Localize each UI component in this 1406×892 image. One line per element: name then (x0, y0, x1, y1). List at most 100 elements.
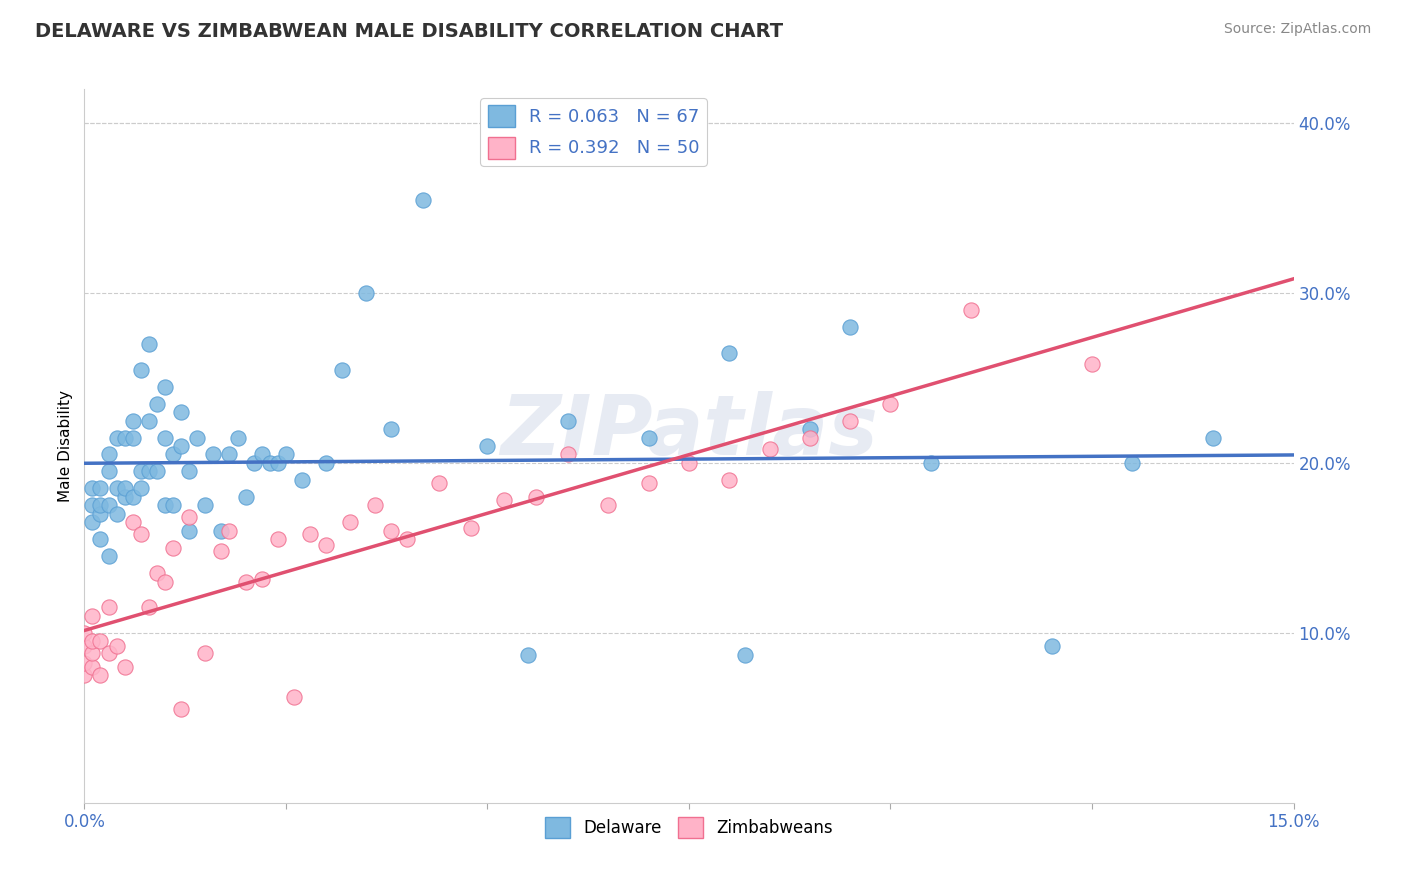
Point (89, 533, 111, 547)
Point (97, 600, 120, 615)
Point (146, 396, 169, 410)
Point (492, 493, 515, 508)
Point (89, 482, 111, 496)
Point (960, 303, 983, 318)
Point (89, 507, 111, 521)
Point (202, 448, 225, 462)
Point (73, 626, 96, 640)
Point (315, 456, 337, 470)
Point (427, 476, 450, 491)
Point (89, 499, 111, 513)
Text: Source: ZipAtlas.com: Source: ZipAtlas.com (1223, 22, 1371, 37)
Point (799, 430, 821, 444)
Point (97, 549, 120, 564)
Point (82, 608, 104, 623)
Point (138, 337, 160, 351)
Point (153, 574, 176, 589)
Point (114, 430, 136, 444)
Point (637, 476, 659, 491)
Point (209, 524, 232, 538)
Point (920, 456, 942, 470)
Point (209, 544, 232, 558)
Point (524, 490, 547, 504)
Point (1202, 430, 1225, 444)
Point (105, 482, 128, 496)
Point (170, 439, 193, 453)
Point (267, 456, 290, 470)
Point (105, 430, 128, 444)
Point (129, 527, 152, 541)
Point (82, 646, 104, 660)
Point (226, 430, 249, 444)
Point (839, 413, 862, 427)
Point (218, 448, 240, 462)
Point (179, 510, 201, 524)
Point (153, 430, 176, 444)
Point (380, 422, 402, 436)
Point (73, 640, 96, 654)
Point (105, 640, 128, 654)
Point (138, 413, 160, 427)
Point (179, 524, 201, 538)
Point (129, 465, 152, 479)
Point (339, 516, 361, 530)
Point (121, 490, 143, 504)
Point (250, 448, 273, 462)
Point (121, 516, 143, 530)
Point (879, 396, 901, 410)
Point (170, 405, 193, 419)
Point (356, 286, 378, 301)
Point (162, 499, 184, 513)
Point (97, 465, 120, 479)
Point (395, 533, 418, 547)
Point (114, 660, 136, 674)
Point (299, 527, 322, 541)
Point (242, 456, 264, 470)
Point (734, 648, 756, 662)
Point (138, 465, 160, 479)
Point (557, 448, 579, 462)
Point (97, 646, 120, 660)
Point (363, 499, 385, 513)
Point (82, 634, 104, 648)
Point (129, 362, 152, 376)
Point (1040, 640, 1063, 654)
Point (82, 499, 104, 513)
Point (138, 600, 160, 615)
Point (89, 668, 111, 682)
Point (460, 520, 482, 534)
Point (250, 572, 273, 586)
Point (718, 345, 741, 359)
Point (146, 566, 169, 581)
Point (73, 657, 96, 671)
Point (218, 524, 240, 538)
Point (839, 320, 862, 334)
Point (82, 660, 104, 674)
Text: DELAWARE VS ZIMBABWEAN MALE DISABILITY CORRELATION CHART: DELAWARE VS ZIMBABWEAN MALE DISABILITY C… (35, 22, 783, 41)
Point (97, 448, 120, 462)
Point (162, 448, 184, 462)
Point (678, 456, 700, 470)
Point (477, 439, 499, 453)
Point (1121, 456, 1143, 470)
Point (799, 422, 821, 436)
Legend: Delaware, Zimbabweans: Delaware, Zimbabweans (538, 811, 839, 845)
Point (412, 193, 434, 207)
Point (758, 442, 780, 457)
Point (89, 634, 111, 648)
Point (259, 456, 281, 470)
Point (291, 473, 314, 487)
Point (73, 668, 96, 682)
Point (557, 413, 579, 427)
Text: ZIPatlas: ZIPatlas (501, 392, 877, 472)
Point (153, 379, 176, 393)
Point (274, 448, 297, 462)
Point (105, 507, 128, 521)
Point (235, 490, 257, 504)
Point (129, 482, 152, 496)
Point (598, 499, 620, 513)
Point (194, 499, 217, 513)
Point (179, 465, 201, 479)
Point (267, 533, 290, 547)
Point (194, 646, 217, 660)
